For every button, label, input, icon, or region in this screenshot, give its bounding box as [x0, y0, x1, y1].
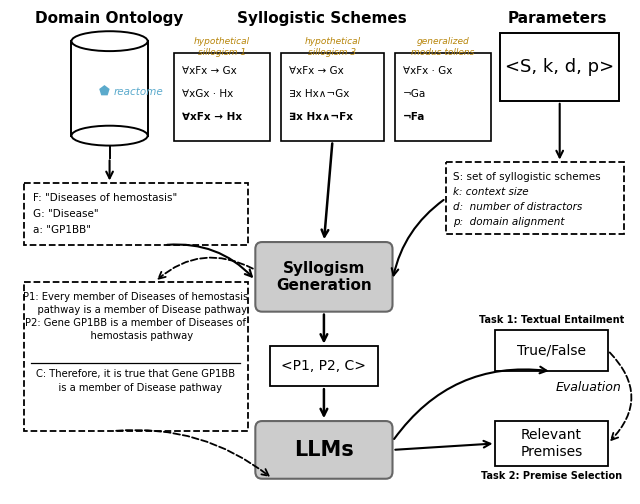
- Bar: [446, 162, 624, 234]
- Text: k: context size: k: context size: [454, 187, 529, 198]
- Text: hypothetical
sillogism 1: hypothetical sillogism 1: [194, 37, 250, 56]
- Text: ∀xFx → Gx: ∀xFx → Gx: [289, 66, 344, 76]
- Text: ¬Ga: ¬Ga: [403, 89, 426, 99]
- Text: <S, k, d, p>: <S, k, d, p>: [505, 58, 614, 76]
- Text: Syllogistic Schemes: Syllogistic Schemes: [237, 11, 407, 26]
- Bar: [72, 41, 148, 136]
- Text: Relevant
Premises: Relevant Premises: [520, 428, 583, 459]
- FancyBboxPatch shape: [255, 242, 392, 311]
- Bar: [495, 421, 608, 466]
- Ellipse shape: [72, 31, 148, 51]
- Text: Evaluation: Evaluation: [556, 381, 621, 394]
- Text: a: "GP1BB": a: "GP1BB": [33, 225, 92, 235]
- Text: Domain Ontology: Domain Ontology: [35, 11, 184, 26]
- Text: p:  domain alignment: p: domain alignment: [454, 217, 565, 227]
- Bar: [495, 330, 608, 371]
- Text: <P1, P2, C>: <P1, P2, C>: [282, 359, 366, 373]
- Text: reactome: reactome: [113, 87, 163, 97]
- Text: ∀xFx → Hx: ∀xFx → Hx: [182, 112, 242, 122]
- Text: d:  number of distractors: d: number of distractors: [454, 202, 583, 212]
- Ellipse shape: [72, 125, 148, 146]
- Text: C: Therefore, it is true that Gene GP1BB
   is a member of Disease pathway: C: Therefore, it is true that Gene GP1BB…: [36, 369, 236, 393]
- Text: F: "Diseases of hemostasis": F: "Diseases of hemostasis": [33, 194, 178, 203]
- Text: True/False: True/False: [517, 343, 586, 357]
- Text: ∀xFx · Gx: ∀xFx · Gx: [403, 66, 452, 76]
- Text: ∃x Hx∧¬Gx: ∃x Hx∧¬Gx: [289, 89, 349, 99]
- Text: ⬟: ⬟: [99, 85, 109, 98]
- Text: Syllogism
Generation: Syllogism Generation: [276, 261, 372, 293]
- Text: Task 1: Textual Entailment: Task 1: Textual Entailment: [479, 314, 624, 325]
- Text: G: "Disease": G: "Disease": [33, 209, 99, 219]
- Bar: [269, 346, 378, 386]
- Bar: [174, 53, 269, 141]
- Text: Task 2: Premise Selection: Task 2: Premise Selection: [481, 471, 622, 481]
- Bar: [500, 33, 620, 101]
- Text: generalized
modus tollens: generalized modus tollens: [412, 37, 475, 56]
- Text: Parameters: Parameters: [508, 11, 607, 26]
- Text: LLMs: LLMs: [294, 440, 354, 460]
- FancyBboxPatch shape: [255, 421, 392, 479]
- Text: S: set of syllogistic schemes: S: set of syllogistic schemes: [454, 172, 601, 182]
- Bar: [396, 53, 491, 141]
- Bar: [281, 53, 384, 141]
- Text: hypothetical
sillogism 3: hypothetical sillogism 3: [305, 37, 360, 56]
- Text: ∀xFx → Gx: ∀xFx → Gx: [182, 66, 237, 76]
- Bar: [24, 183, 248, 245]
- Text: ¬Fa: ¬Fa: [403, 112, 426, 122]
- Text: P1: Every member of Diseases of hemostasis
    pathway is a member of Disease pa: P1: Every member of Diseases of hemostas…: [23, 292, 248, 341]
- Text: ∀xGx · Hx: ∀xGx · Hx: [182, 89, 233, 99]
- Text: ∃x Hx∧¬Fx: ∃x Hx∧¬Fx: [289, 112, 353, 122]
- Bar: [24, 282, 248, 431]
